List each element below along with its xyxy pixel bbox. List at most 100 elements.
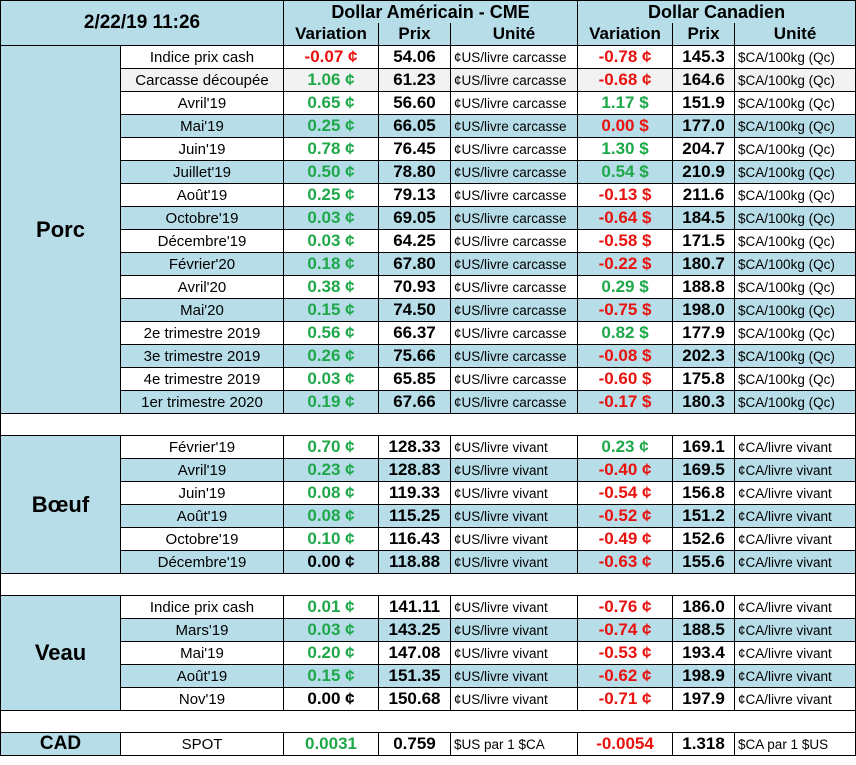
usd-variation: 0.08 ¢ [283, 504, 379, 528]
cad-price: 145.3 [672, 45, 736, 69]
usd-variation: 0.18 ¢ [283, 252, 379, 276]
row-label: Août'19 [120, 504, 284, 528]
usd-variation: 0.19 ¢ [283, 390, 379, 414]
section-label: Bœuf [0, 435, 121, 574]
cad-variation: -0.54 ¢ [577, 481, 674, 505]
row-label: 2e trimestre 2019 [120, 321, 284, 345]
usd-unit: ¢US/livre vivant [449, 664, 579, 688]
cad-variation: -0.40 ¢ [577, 458, 674, 482]
cad-unit: $CA/100kg (Qc) [734, 321, 856, 345]
usd-unit: ¢US/livre vivant [449, 527, 579, 551]
usd-variation: 0.08 ¢ [283, 481, 379, 505]
spacer-cell [0, 710, 856, 733]
cad-section-title: Dollar Canadien [577, 0, 856, 23]
cad-variation: 0.00 $ [577, 114, 674, 138]
table-row: Porc Indice prix cash -0.07 ¢ 54.06 ¢US/livr… [0, 45, 856, 414]
cad-unit: $CA/100kg (Qc) [734, 252, 856, 276]
table-row: Février'20 0.18 ¢ 67.80 ¢US/livre carcasse -… [1, 252, 856, 276]
cad-unit: $CA/100kg (Qc) [734, 91, 856, 115]
cad-unit: ¢CA/livre vivant [734, 550, 856, 574]
usd-variation-header: Variation [283, 23, 379, 46]
cad-variation: -0.68 ¢ [577, 68, 674, 92]
usd-price: 151.35 [378, 664, 451, 688]
row-label: Mai'19 [120, 641, 284, 665]
cad-variation: 1.17 $ [577, 91, 674, 115]
table-row: Décembre'19 0.00 ¢ 118.88 ¢US/livre vivant -… [1, 550, 856, 574]
cad-variation: -0.60 $ [577, 367, 674, 391]
cad-variation: -0.76 ¢ [577, 595, 674, 619]
cad-unit: $CA/100kg (Qc) [734, 68, 856, 92]
row-label: Indice prix cash [120, 595, 284, 619]
cad-variation: -0.74 ¢ [577, 618, 674, 642]
usd-variation: 0.56 ¢ [283, 321, 379, 345]
cad-variation: -0.62 ¢ [577, 664, 674, 688]
row-label: Nov'19 [120, 687, 284, 711]
cad-unit: $CA/100kg (Qc) [734, 390, 856, 414]
row-label: Mars'19 [120, 618, 284, 642]
cad-unit: $CA/100kg (Qc) [734, 160, 856, 184]
usd-price: 56.60 [378, 91, 451, 115]
usd-unit: ¢US/livre carcasse [449, 114, 579, 138]
usd-unit: ¢US/livre carcasse [449, 137, 579, 161]
table-row: Juin'19 0.08 ¢ 119.33 ¢US/livre vivant -0.54… [1, 481, 856, 505]
cad-unit: ¢CA/livre vivant [734, 618, 856, 642]
table-row: Veau Indice prix cash 0.01 ¢ 141.11 ¢US/livr… [0, 595, 856, 711]
cad-variation: -0.71 ¢ [577, 687, 674, 711]
spacer-cell [0, 413, 856, 436]
cad-unit: $CA/100kg (Qc) [734, 367, 856, 391]
usd-variation: 0.23 ¢ [283, 458, 379, 482]
cad-variation: -0.78 ¢ [577, 45, 674, 69]
usd-unit: ¢US/livre vivant [449, 595, 579, 619]
cad-prix-header: Prix [672, 23, 736, 46]
cad-price: 177.0 [672, 114, 736, 138]
spot-label: SPOT [120, 732, 284, 756]
usd-variation: 0.10 ¢ [283, 527, 379, 551]
usd-variation: 0.26 ¢ [283, 344, 379, 368]
cad-price: 169.5 [672, 458, 736, 482]
cad-variation: -0.22 $ [577, 252, 674, 276]
cad-price: 193.4 [672, 641, 736, 665]
usd-price: 150.68 [378, 687, 451, 711]
cad-variation: -0.63 ¢ [577, 550, 674, 574]
cad-unit: ¢CA/livre vivant [734, 504, 856, 528]
usd-unite-header: Unité [449, 23, 579, 46]
table-row: Août'19 0.08 ¢ 115.25 ¢US/livre vivant -0.52… [1, 504, 856, 528]
usd-unit: ¢US/livre carcasse [449, 275, 579, 299]
table-row: 3e trimestre 2019 0.26 ¢ 75.66 ¢US/livre ca… [1, 344, 856, 368]
cad-variation: -0.17 $ [577, 390, 674, 414]
section-label: Porc [0, 45, 121, 414]
cad-price: 211.6 [672, 183, 736, 207]
usd-variation: 0.03 ¢ [283, 229, 379, 253]
spacer-row [0, 413, 856, 436]
cad-price: 151.2 [672, 504, 736, 528]
usd-price: 74.50 [378, 298, 451, 322]
usd-price: 143.25 [378, 618, 451, 642]
table-row: Août'19 0.15 ¢ 151.35 ¢US/livre vivant -0.62… [1, 664, 856, 688]
spacer-cell [0, 573, 856, 596]
usd-unit: ¢US/livre carcasse [449, 206, 579, 230]
table-row: Mai'20 0.15 ¢ 74.50 ¢US/livre carcasse -0.75… [1, 298, 856, 322]
usd-variation: 0.0031 [283, 732, 379, 756]
usd-unit: ¢US/livre carcasse [449, 367, 579, 391]
usd-unit: ¢US/livre carcasse [449, 229, 579, 253]
cad-unit: ¢CA/livre vivant [734, 664, 856, 688]
cad-variation: 0.29 $ [577, 275, 674, 299]
row-label: Avril'20 [120, 275, 284, 299]
cad-price: 202.3 [672, 344, 736, 368]
usd-unit: ¢US/livre carcasse [449, 91, 579, 115]
table-row: Mai'19 0.25 ¢ 66.05 ¢US/livre carcasse 0.00 … [1, 114, 856, 138]
cad-unit: ¢CA/livre vivant [734, 595, 856, 619]
usd-variation: 0.15 ¢ [283, 664, 379, 688]
cad-price: 177.9 [672, 321, 736, 345]
cad-price: 186.0 [672, 595, 736, 619]
table-row: Avril'19 0.23 ¢ 128.83 ¢US/livre vivant -0.4… [1, 458, 856, 482]
usd-price: 147.08 [378, 641, 451, 665]
cad-unit: $CA/100kg (Qc) [734, 45, 856, 69]
usd-unit: ¢US/livre vivant [449, 458, 579, 482]
usd-unit: ¢US/livre carcasse [449, 298, 579, 322]
cad-price: 152.6 [672, 527, 736, 551]
cad-unit: ¢CA/livre vivant [734, 435, 856, 459]
spacer-row [0, 573, 856, 596]
usd-variation: 0.70 ¢ [283, 435, 379, 459]
